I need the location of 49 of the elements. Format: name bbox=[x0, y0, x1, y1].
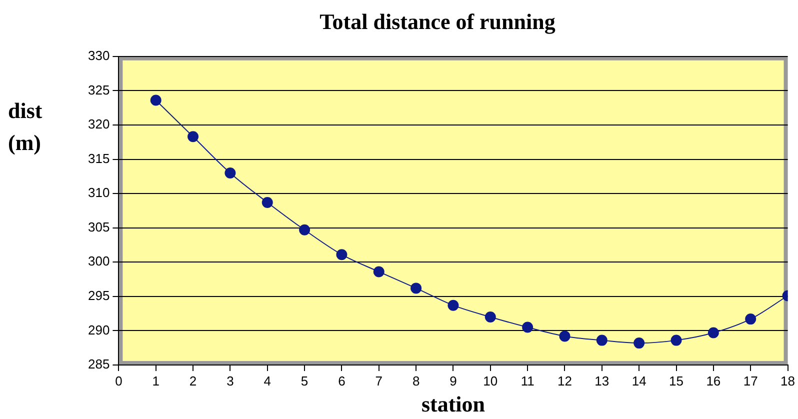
chart-title: Total distance of running bbox=[320, 8, 556, 34]
point bbox=[670, 334, 682, 346]
x-tick-label: 17 bbox=[743, 373, 758, 388]
point bbox=[522, 322, 534, 333]
point bbox=[410, 282, 422, 294]
x-axis-title: station bbox=[421, 391, 486, 416]
x-tick-label: 9 bbox=[450, 373, 457, 388]
point bbox=[373, 266, 384, 278]
point bbox=[299, 224, 310, 236]
x-tick-label: 7 bbox=[375, 373, 383, 388]
point bbox=[262, 196, 273, 208]
y-tick-label: 290 bbox=[88, 322, 110, 338]
x-tick-label: 8 bbox=[412, 373, 420, 388]
point bbox=[188, 131, 199, 142]
point bbox=[596, 334, 608, 346]
x-tick-label: 15 bbox=[669, 373, 684, 388]
y-tick-label: 305 bbox=[88, 219, 110, 234]
x-tick-label: 14 bbox=[632, 373, 646, 388]
x-tick-label: 4 bbox=[264, 373, 271, 388]
point bbox=[224, 167, 236, 178]
x-tick-label: 6 bbox=[338, 373, 346, 388]
point bbox=[708, 327, 719, 338]
x-tick-label: 13 bbox=[594, 373, 610, 388]
x-tick-label: 3 bbox=[226, 373, 234, 388]
x-tick-label: 18 bbox=[780, 373, 796, 388]
x-tick-label: 11 bbox=[520, 373, 534, 388]
point bbox=[559, 330, 570, 342]
y-tick-label: 320 bbox=[88, 116, 110, 132]
x-tick-label: 5 bbox=[300, 373, 308, 388]
point bbox=[745, 314, 756, 325]
y-tick-label: 325 bbox=[88, 82, 110, 98]
x-tick-label: 12 bbox=[558, 373, 572, 388]
x-tick-label: 10 bbox=[483, 373, 498, 388]
y-tick-label: 295 bbox=[88, 288, 110, 303]
point bbox=[448, 300, 459, 311]
y-axis-title: dist (m) bbox=[8, 97, 44, 157]
y-tick-label: 300 bbox=[88, 254, 110, 269]
point bbox=[634, 338, 645, 349]
point bbox=[150, 94, 162, 106]
y-tick-label: 310 bbox=[88, 185, 110, 200]
y-tick-label: 315 bbox=[88, 150, 110, 166]
x-tick-label: 16 bbox=[706, 373, 721, 388]
y-tick-label: 285 bbox=[88, 356, 110, 372]
point bbox=[484, 311, 496, 322]
x-tick-label: 0 bbox=[115, 373, 122, 388]
x-tick-label: 1 bbox=[152, 373, 160, 388]
y-tick-label: 330 bbox=[88, 48, 110, 63]
point bbox=[336, 249, 348, 260]
x-tick-label: 2 bbox=[189, 373, 197, 388]
